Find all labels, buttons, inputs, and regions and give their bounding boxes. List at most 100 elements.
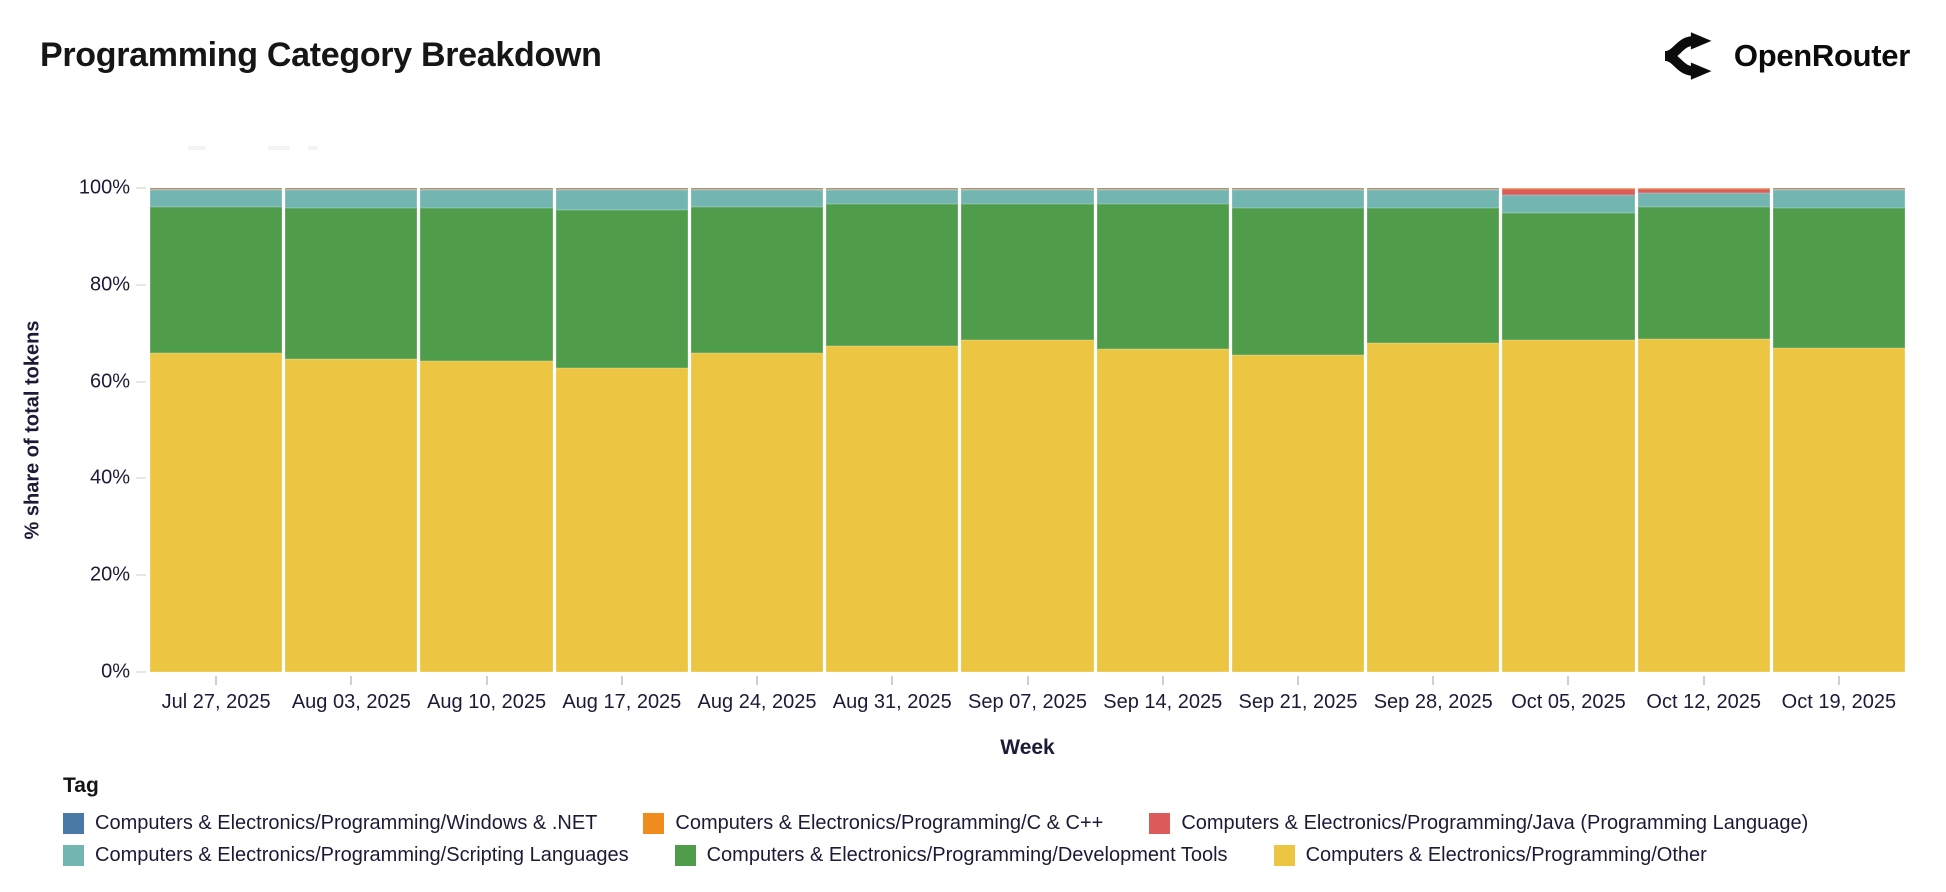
- legend-item: Computers & Electronics/Programming/C & …: [643, 812, 1103, 835]
- bar-aug-10-2025[interactable]: [420, 188, 553, 672]
- legend-title: Tag: [63, 774, 99, 797]
- bar-segment[interactable]: [420, 190, 553, 209]
- legend-label: Computers & Electronics/Programming/Deve…: [706, 844, 1228, 866]
- bar-segment[interactable]: [420, 208, 553, 361]
- bar-segment[interactable]: [961, 190, 1094, 205]
- bar-segment[interactable]: [826, 188, 959, 191]
- bar-segment[interactable]: [285, 358, 418, 672]
- x-tick-mark: [1837, 676, 1840, 685]
- bar-segment[interactable]: [555, 188, 688, 191]
- bar-segment[interactable]: [285, 188, 418, 191]
- bar-segment[interactable]: [1096, 349, 1229, 672]
- bar-segment[interactable]: [1637, 188, 1770, 193]
- y-tick-label: 100%: [78, 176, 130, 199]
- bar-segment[interactable]: [1367, 207, 1500, 343]
- bar-segment[interactable]: [1502, 188, 1635, 195]
- bar-segment[interactable]: [1231, 190, 1365, 209]
- legend-swatch: [1273, 845, 1295, 866]
- x-tick-label: Oct 12, 2025: [1646, 691, 1761, 713]
- bar-segment[interactable]: [1096, 204, 1229, 350]
- bar-aug-17-2025[interactable]: [555, 188, 688, 672]
- bar-segment[interactable]: [1367, 342, 1500, 672]
- bar-oct-19-2025[interactable]: [1772, 188, 1906, 672]
- bar-segment[interactable]: [420, 188, 553, 191]
- bar-sep-07-2025[interactable]: [961, 188, 1094, 672]
- bar-segment[interactable]: [1772, 208, 1906, 349]
- bar-segment[interactable]: [150, 188, 283, 191]
- bar-jul-27-2025[interactable]: [150, 188, 283, 672]
- bar-aug-24-2025[interactable]: [690, 188, 824, 672]
- bar-segment[interactable]: [1502, 213, 1635, 340]
- legend-label: Computers & Electronics/Programming/Wind…: [95, 812, 598, 834]
- x-tick-label: Aug 10, 2025: [427, 691, 547, 713]
- x-tick-mark: [620, 676, 623, 685]
- bar-segment[interactable]: [961, 204, 1094, 340]
- y-tick-mark: [136, 671, 146, 673]
- legend-item: Computers & Electronics/Programming/Othe…: [1273, 844, 1707, 867]
- x-tick: Aug 24, 2025: [691, 676, 823, 714]
- x-tick-mark: [350, 676, 353, 685]
- bar-segment[interactable]: [826, 345, 959, 672]
- bar-segment[interactable]: [1231, 354, 1365, 672]
- bar-segment[interactable]: [150, 206, 283, 353]
- bar-segment[interactable]: [555, 368, 688, 672]
- bar-segment[interactable]: [826, 204, 959, 346]
- bar-segment[interactable]: [961, 188, 1094, 191]
- bar-segment[interactable]: [1096, 188, 1229, 191]
- bar-segment[interactable]: [1231, 208, 1365, 355]
- bar-segment[interactable]: [1637, 339, 1770, 672]
- x-axis: Jul 27, 2025 Aug 03, 2025 Aug 10, 2025 Aug …: [150, 676, 1905, 714]
- bar-oct-12-2025[interactable]: [1637, 188, 1770, 672]
- bar-segment[interactable]: [555, 190, 688, 210]
- bar-oct-05-2025[interactable]: [1502, 188, 1635, 672]
- bar-segment[interactable]: [1637, 192, 1770, 207]
- bar-segment[interactable]: [690, 353, 824, 672]
- x-tick-mark: [485, 676, 488, 685]
- x-tick: Oct 12, 2025: [1638, 676, 1770, 714]
- bar-segment[interactable]: [1772, 190, 1906, 209]
- openrouter-logo[interactable]: OpenRouter: [1664, 32, 1910, 80]
- bar-segment[interactable]: [150, 352, 283, 672]
- legend-item: Computers & Electronics/Programming/Deve…: [674, 844, 1228, 867]
- bar-sep-21-2025[interactable]: [1231, 188, 1365, 672]
- bar-segment[interactable]: [1772, 348, 1906, 672]
- bar-segment[interactable]: [1096, 190, 1229, 205]
- x-tick-label: Oct 19, 2025: [1781, 691, 1897, 713]
- y-tick-label: 40%: [89, 466, 130, 489]
- bar-segment[interactable]: [690, 206, 824, 354]
- bar-segment[interactable]: [1637, 206, 1770, 340]
- legend-swatch: [674, 845, 696, 866]
- bar-segment[interactable]: [150, 190, 283, 207]
- bar-segment[interactable]: [1502, 339, 1635, 672]
- bar-segment[interactable]: [961, 339, 1094, 672]
- x-tick-label: Aug 24, 2025: [697, 691, 817, 713]
- bar-segment[interactable]: [1231, 188, 1365, 191]
- bar-segment[interactable]: [285, 207, 418, 359]
- bar-segment[interactable]: [690, 188, 824, 191]
- bar-segment[interactable]: [420, 360, 553, 672]
- x-tick-label: Aug 31, 2025: [832, 691, 952, 713]
- bar-segment[interactable]: [1772, 188, 1906, 191]
- y-tick-mark: [136, 187, 146, 189]
- bar-segment[interactable]: [285, 190, 418, 208]
- x-tick-label: Sep 07, 2025: [968, 691, 1088, 713]
- bar-aug-31-2025[interactable]: [826, 188, 959, 672]
- legend-label: Computers & Electronics/Programming/Othe…: [1305, 844, 1707, 866]
- legend-row: Computers & Electronics/Programming/Wind…: [63, 812, 1808, 835]
- y-tick-label: 0%: [101, 660, 130, 683]
- bar-segment[interactable]: [690, 190, 824, 207]
- legend-swatch: [63, 845, 84, 866]
- bar-segment[interactable]: [1367, 190, 1500, 208]
- x-tick: Aug 03, 2025: [285, 676, 417, 714]
- legend-item: Computers & Electronics/Programming/Java…: [1149, 812, 1808, 835]
- bar-segment[interactable]: [1367, 188, 1500, 191]
- y-axis: 0% 20% 40% 60% 80% 100%: [0, 177, 150, 683]
- bar-segment[interactable]: [1502, 194, 1635, 214]
- y-tick-mark: [136, 477, 146, 480]
- bar-aug-03-2025[interactable]: [285, 188, 418, 672]
- bar-sep-14-2025[interactable]: [1096, 188, 1229, 672]
- bar-segment[interactable]: [826, 190, 959, 205]
- bar-sep-28-2025[interactable]: [1367, 188, 1500, 672]
- bar-segment[interactable]: [555, 209, 688, 369]
- x-tick: Sep 14, 2025: [1097, 676, 1229, 714]
